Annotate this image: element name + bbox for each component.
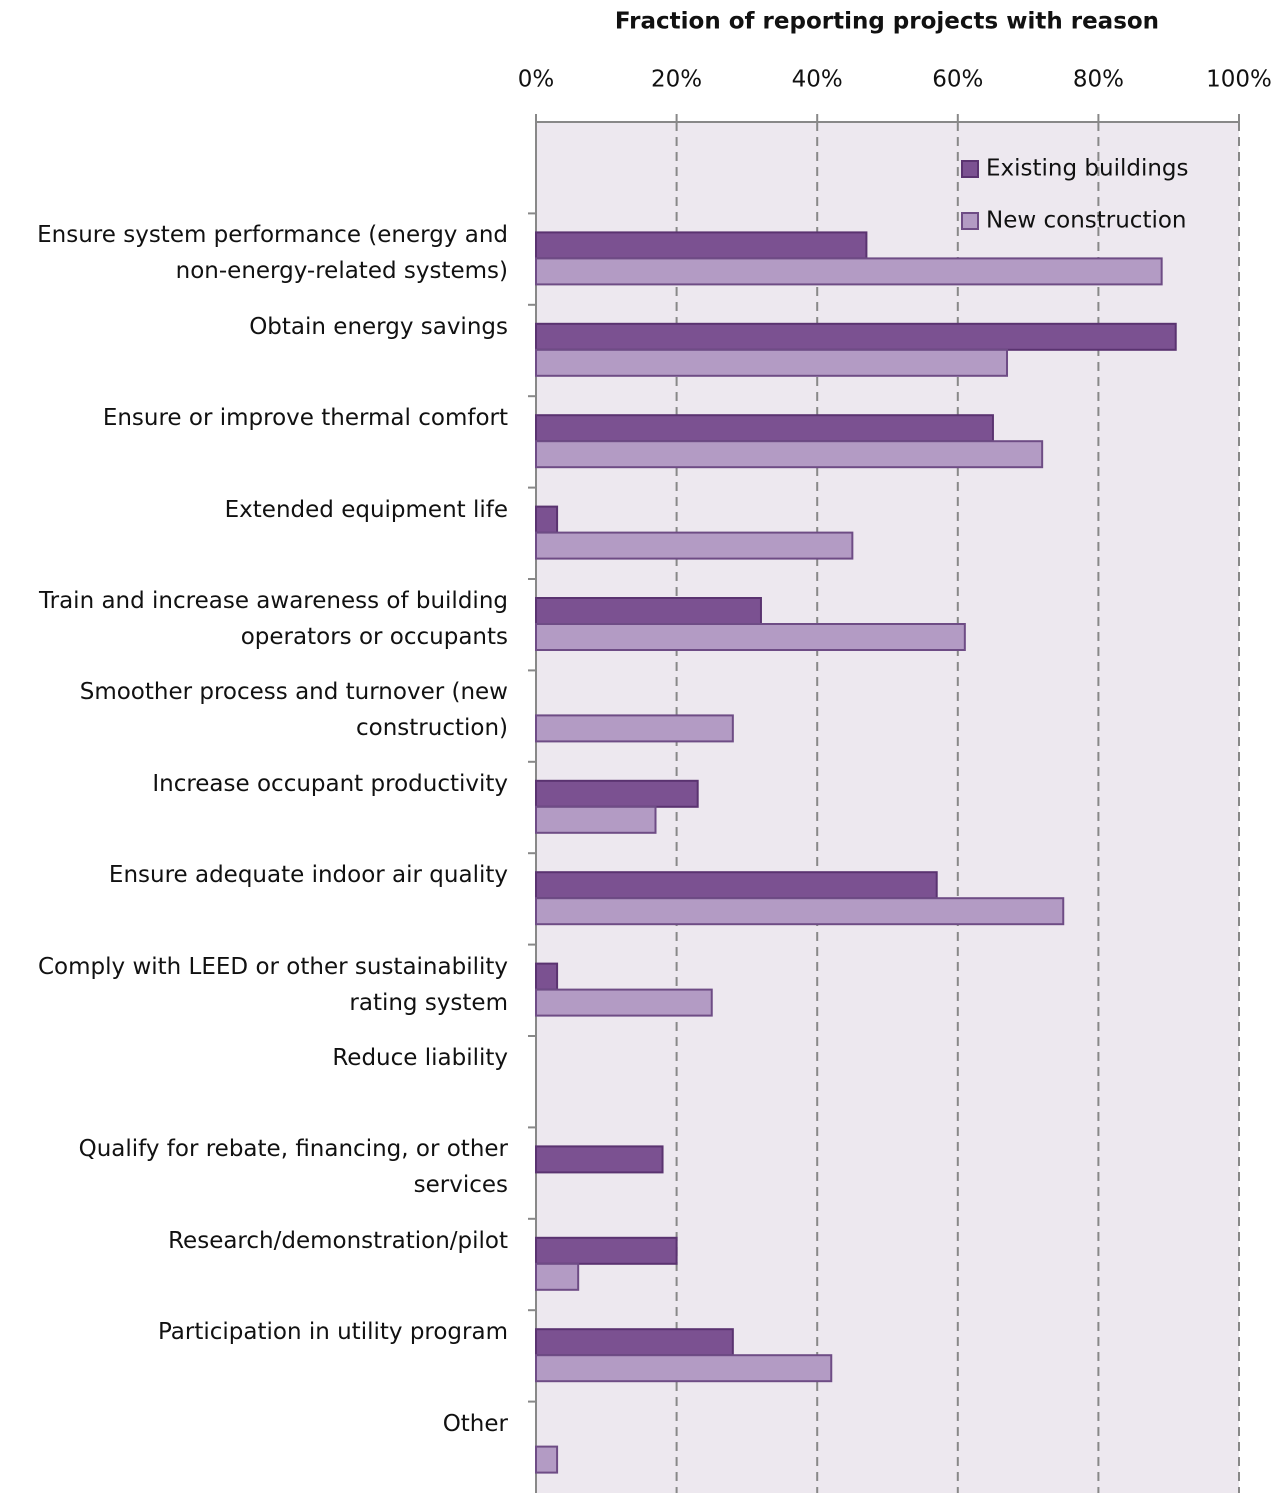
bar (535, 1445, 559, 1474)
bar (535, 348, 1009, 377)
bar (535, 988, 713, 1017)
bar (535, 962, 559, 991)
y-tick-label: Research/demonstration/pilot (168, 1227, 508, 1254)
y-tick-label: Increase occupant productivity (152, 770, 508, 797)
y-tick-label: Reduce liability (332, 1045, 508, 1071)
bar (535, 805, 657, 834)
bar (535, 257, 1163, 286)
bar (535, 714, 734, 743)
y-tick-label: Extended equipment life (224, 496, 508, 523)
y-tick-label: Comply with LEED or other sustainability… (38, 953, 508, 1016)
bar (535, 1236, 678, 1265)
bar (535, 531, 854, 560)
y-tick-label: Participation in utility program (157, 1319, 508, 1346)
legend-swatch (961, 160, 979, 178)
bar (535, 871, 938, 900)
bar (535, 597, 762, 625)
bar (535, 322, 1177, 351)
y-tick-label: Obtain energy savings (249, 313, 508, 340)
bar (535, 779, 699, 808)
bar (535, 1328, 734, 1357)
x-tick-label: 80% (1073, 67, 1124, 93)
y-tick-label: Train and increase awareness of building… (38, 588, 508, 650)
y-tick-label: Ensure adequate indoor air quality (108, 862, 508, 889)
bar (535, 505, 559, 534)
bar (535, 623, 966, 651)
y-tick-label: Smoother process and turnover (new const… (79, 679, 508, 742)
chart-title: Fraction of reporting projects with reas… (615, 9, 1159, 35)
x-tick-label: 20% (651, 67, 702, 93)
x-tick-label: 60% (932, 67, 983, 93)
legend-swatch (961, 212, 979, 230)
bar (535, 414, 994, 443)
y-tick-label: Ensure or improve thermal comfort (102, 405, 508, 432)
bar (535, 1262, 580, 1291)
bar (535, 897, 1065, 926)
y-tick-label: Other (442, 1410, 508, 1437)
y-tick-label: Qualify for rebate, financing, or other … (78, 1136, 508, 1199)
bar (535, 440, 1044, 469)
y-tick-label: Ensure system performance (energy and no… (37, 222, 508, 285)
legend-label: New construction (986, 208, 1187, 234)
x-tick-label: 100% (1206, 67, 1272, 93)
bar (535, 231, 868, 260)
x-tick-label: 40% (792, 67, 843, 93)
bar (535, 1145, 664, 1174)
x-tick-label: 0% (518, 67, 555, 93)
legend-label: Existing buildings (986, 156, 1189, 182)
bar (535, 1354, 833, 1383)
